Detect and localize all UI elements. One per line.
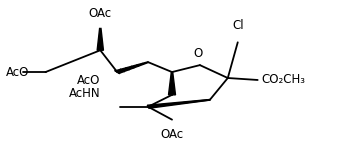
Polygon shape	[147, 100, 210, 108]
Text: CO₂CH₃: CO₂CH₃	[262, 73, 306, 87]
Polygon shape	[97, 28, 104, 50]
Polygon shape	[115, 62, 148, 73]
Polygon shape	[169, 72, 175, 95]
Text: OAc: OAc	[89, 7, 112, 19]
Text: AcHN: AcHN	[69, 87, 100, 100]
Text: O: O	[193, 47, 203, 60]
Text: AcO: AcO	[77, 74, 100, 87]
Text: OAc: OAc	[160, 127, 183, 141]
Text: AcO: AcO	[6, 66, 29, 78]
Text: Cl: Cl	[232, 19, 244, 32]
